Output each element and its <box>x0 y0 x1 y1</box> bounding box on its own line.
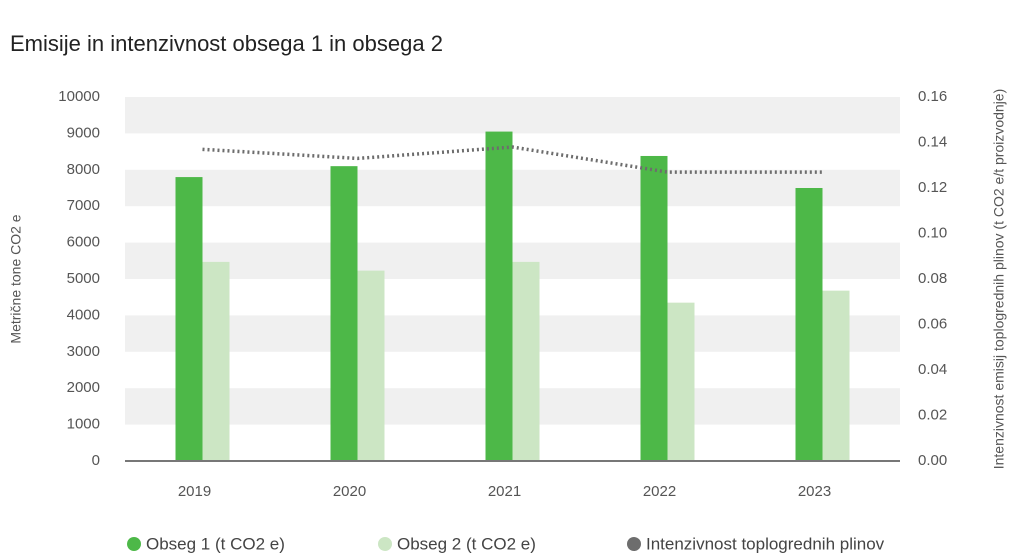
x-tick-label: 2021 <box>488 483 521 500</box>
y2-tick-label: 0.02 <box>918 406 947 423</box>
y2-tick-label: 0.06 <box>918 315 947 332</box>
x-tick-label: 2023 <box>798 483 831 500</box>
bar <box>330 166 358 461</box>
y2-axis-label: Intenzivnost emisij toplogrednih plinov … <box>991 89 1007 470</box>
bar <box>357 270 385 461</box>
y2-tick-label: 0.08 <box>918 270 947 287</box>
y-tick-label: 9000 <box>67 124 100 141</box>
y-tick-label: 8000 <box>67 161 100 178</box>
legend-label: Obseg 2 (t CO2 e) <box>397 534 536 553</box>
y-tick-label: 4000 <box>67 306 100 323</box>
x-tick-label: 2022 <box>643 483 676 500</box>
y-tick-label: 7000 <box>67 197 100 214</box>
bar <box>667 302 695 461</box>
legend-swatch <box>627 537 641 551</box>
y2-tick-label: 0.10 <box>918 224 947 241</box>
bar <box>512 261 540 461</box>
bar <box>202 261 230 461</box>
legend-label: Obseg 1 (t CO2 e) <box>146 534 285 553</box>
y2-tick-label: 0.00 <box>918 452 947 469</box>
legend-label: Intenzivnost toplogrednih plinov <box>646 534 885 553</box>
y-tick-label: 2000 <box>67 379 100 396</box>
y-tick-label: 6000 <box>67 234 100 251</box>
y-axis-label: Metrične tone CO2 e <box>8 214 24 343</box>
bar <box>822 290 850 461</box>
x-tick-label: 2020 <box>333 483 366 500</box>
chart-title: Emisije in intenzivnost obsega 1 in obse… <box>10 31 443 56</box>
y2-tick-label: 0.16 <box>918 88 947 105</box>
intensity-line <box>202 145 823 174</box>
bar <box>485 131 513 461</box>
y2-tick-label: 0.14 <box>918 133 947 150</box>
y2-tick-label: 0.04 <box>918 361 947 378</box>
y-tick-label: 0 <box>92 452 100 469</box>
y-tick-label: 5000 <box>67 270 100 287</box>
grid-band <box>125 97 900 134</box>
x-tick-label: 2019 <box>178 483 211 500</box>
bar <box>640 155 668 461</box>
bar <box>175 177 203 461</box>
y-tick-label: 10000 <box>58 88 100 105</box>
y-tick-label: 3000 <box>67 343 100 360</box>
y2-tick-label: 0.12 <box>918 179 947 196</box>
legend-swatch <box>127 537 141 551</box>
bar <box>795 188 823 461</box>
y-tick-label: 1000 <box>67 416 100 433</box>
legend-swatch <box>378 537 392 551</box>
